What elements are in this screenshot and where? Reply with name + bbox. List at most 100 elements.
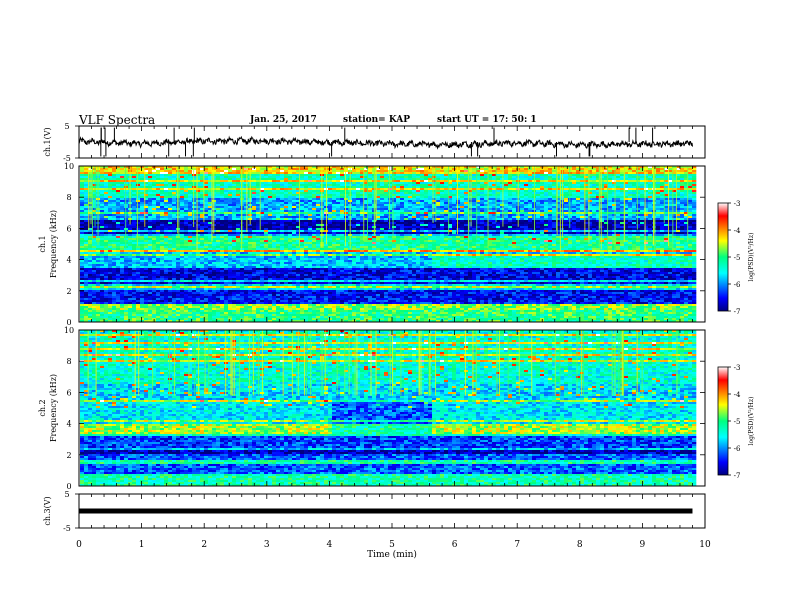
spectrogram-cell — [272, 202, 277, 205]
spectrogram-cell — [412, 168, 417, 171]
spectrogram-cell — [148, 218, 153, 221]
spectrogram-cell — [316, 184, 321, 187]
spectrogram-cell — [108, 170, 113, 173]
spectrogram-cell — [552, 212, 557, 215]
spectrogram-cell — [192, 192, 197, 195]
spectrogram-cell — [280, 174, 285, 177]
spectrogram-cell — [92, 166, 97, 169]
spectrogram-cell — [596, 196, 601, 199]
spectrogram-cell — [508, 194, 513, 197]
spectrogram-cell — [456, 190, 461, 193]
spectrogram-cell — [684, 172, 689, 175]
spectrogram-cell — [384, 190, 389, 193]
spectrogram-cell — [660, 218, 665, 221]
spectrogram-cell — [584, 174, 589, 177]
spectrogram-cell — [288, 218, 293, 221]
spectrogram-cell — [664, 216, 669, 219]
spectrogram-cell — [104, 170, 109, 173]
spectrogram-cell — [228, 180, 233, 183]
spectrogram-cell — [288, 200, 293, 203]
spectrogram-cell — [576, 172, 581, 175]
spectrogram-cell — [564, 182, 569, 185]
spectrogram-cell — [184, 202, 189, 205]
spectrogram-cell — [548, 166, 553, 169]
spectrogram-cell — [552, 210, 557, 213]
spectrogram-cell — [528, 168, 533, 171]
spectrogram-cell — [220, 198, 225, 201]
spectrogram-cell — [432, 216, 437, 219]
spectrogram-cell — [548, 186, 553, 189]
spectrogram-cell — [488, 214, 493, 217]
spectrogram-cell — [676, 204, 681, 207]
spectrogram-cell — [384, 218, 389, 221]
spectrogram-cell — [136, 218, 141, 221]
spectrogram-cell — [548, 218, 553, 221]
spectrogram-cell — [408, 218, 413, 221]
spectrogram-cell — [520, 192, 525, 195]
spectrogram-cell — [592, 172, 597, 175]
spectrogram-cell — [156, 174, 161, 177]
spectrogram-cell — [344, 186, 349, 189]
spectrogram-cell — [608, 220, 613, 223]
spectrogram-cell — [688, 170, 693, 173]
spectrogram-cell — [468, 212, 473, 215]
spectrogram-cell — [392, 228, 397, 231]
spectrogram-cell — [520, 180, 525, 183]
spectrogram-cell — [224, 222, 229, 225]
spectrogram-cell — [332, 192, 337, 195]
spectrogram-cell — [440, 168, 445, 171]
spectrogram-cell — [132, 206, 137, 209]
spectrogram-cell — [316, 194, 321, 197]
spectrogram-cell — [104, 168, 109, 171]
spectrogram-cell — [596, 174, 601, 177]
spectrogram-cell — [120, 228, 125, 231]
spectrogram-cell — [136, 196, 141, 199]
spectrogram-cell — [424, 194, 429, 197]
spectrogram-cell — [364, 206, 369, 209]
spectrogram-cell — [364, 210, 369, 213]
spectrogram-cell — [280, 168, 285, 171]
spectrogram-cell — [312, 186, 317, 189]
spectrogram-cell — [464, 178, 469, 181]
spectrogram-cell — [116, 214, 121, 217]
spectrogram-cell — [400, 178, 405, 181]
spectrogram-cell — [596, 176, 601, 179]
spectrogram-cell — [156, 222, 161, 225]
spectrogram-cell — [612, 204, 617, 207]
spectrogram-cell — [244, 182, 249, 185]
spectrogram-cell — [388, 222, 393, 225]
spectrogram-cell — [108, 224, 113, 227]
spectrogram-cell — [136, 190, 141, 193]
spectrogram-cell — [104, 206, 109, 209]
spectrogram-cell — [672, 174, 677, 177]
spectrogram-cell — [80, 190, 85, 193]
spectrogram-cell — [360, 216, 365, 219]
spectrogram-cell — [252, 224, 257, 227]
spectrogram-cell — [132, 228, 137, 231]
spectrogram-cell — [488, 196, 493, 199]
spectrogram-cell — [524, 206, 529, 209]
spectrogram-cell — [628, 214, 633, 217]
spectrogram-cell — [156, 198, 161, 201]
spectrogram-cell — [408, 226, 413, 229]
spectrogram-cell — [156, 170, 161, 173]
spectrogram-cell — [620, 210, 625, 213]
spectrogram-cell — [616, 182, 621, 185]
spectrogram-cell — [684, 180, 689, 183]
spectrogram-cell — [84, 214, 89, 217]
spectrogram-cell — [168, 204, 173, 207]
spectrogram-cell — [528, 190, 533, 193]
spectrogram-cell — [264, 176, 269, 179]
spectrogram-cell — [564, 212, 569, 215]
spectrogram-cell — [220, 228, 225, 231]
spectrogram-cell — [184, 178, 189, 181]
spectrogram-cell — [436, 210, 441, 213]
spectrogram-cell — [200, 222, 205, 225]
spectrogram-cell — [592, 194, 597, 197]
spectrogram-cell — [388, 190, 393, 193]
spectrogram-cell — [356, 224, 361, 227]
spectrogram-cell — [608, 192, 613, 195]
spectrogram-cell — [116, 166, 121, 169]
spectrogram-cell — [416, 206, 421, 209]
spectrogram-cell — [304, 216, 309, 219]
